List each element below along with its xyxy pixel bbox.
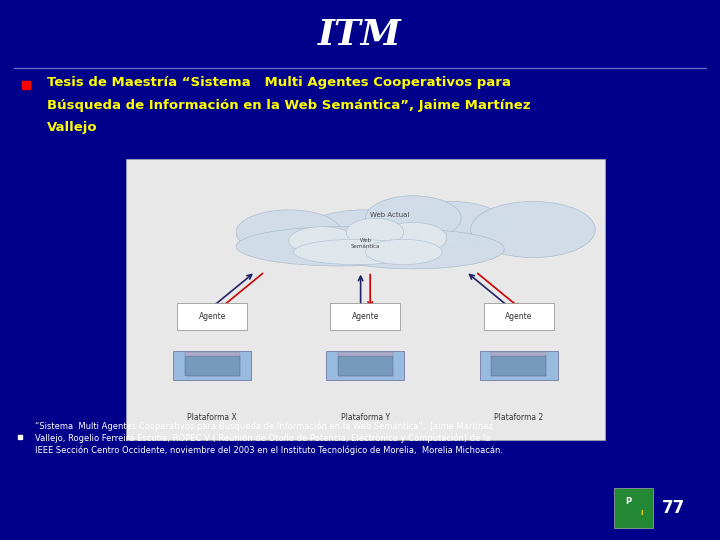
- Ellipse shape: [346, 218, 404, 246]
- Text: Vallejo: Vallejo: [47, 122, 97, 134]
- Text: Búsqueda de Información en la Web Semántica”, Jaime Martínez: Búsqueda de Información en la Web Semánt…: [47, 99, 531, 112]
- Text: Plataforma Y: Plataforma Y: [341, 413, 390, 422]
- FancyBboxPatch shape: [330, 303, 400, 330]
- Text: Web Actual: Web Actual: [369, 212, 409, 219]
- FancyBboxPatch shape: [326, 351, 405, 380]
- Text: Agente: Agente: [351, 312, 379, 321]
- Bar: [126, 159, 605, 440]
- FancyBboxPatch shape: [338, 352, 393, 356]
- FancyBboxPatch shape: [177, 303, 247, 330]
- FancyBboxPatch shape: [480, 351, 557, 380]
- Text: Web
Semántica: Web Semántica: [351, 238, 380, 249]
- Ellipse shape: [379, 222, 447, 253]
- FancyBboxPatch shape: [484, 303, 554, 330]
- FancyBboxPatch shape: [173, 351, 251, 380]
- Text: Tesis de Maestría “Sistema   Multi Agentes Cooperativos para: Tesis de Maestría “Sistema Multi Agentes…: [47, 76, 510, 89]
- Ellipse shape: [294, 239, 418, 265]
- Text: Plataforma 2: Plataforma 2: [494, 413, 544, 422]
- Text: ITM: ITM: [318, 18, 402, 52]
- Text: Agente: Agente: [199, 312, 226, 321]
- Ellipse shape: [236, 227, 447, 266]
- Bar: [18, 435, 22, 439]
- Ellipse shape: [399, 201, 504, 246]
- Ellipse shape: [289, 227, 356, 255]
- FancyBboxPatch shape: [338, 356, 393, 376]
- FancyBboxPatch shape: [184, 352, 240, 356]
- Text: Plataforma X: Plataforma X: [187, 413, 237, 422]
- FancyBboxPatch shape: [491, 356, 546, 376]
- Text: 77: 77: [662, 498, 685, 517]
- Bar: [22, 81, 30, 89]
- Ellipse shape: [327, 227, 404, 260]
- Text: “Sistema  Multi Agentes Cooperativos para Búsqueda de Información en la Web Semá: “Sistema Multi Agentes Cooperativos para…: [35, 421, 503, 455]
- FancyBboxPatch shape: [184, 356, 240, 376]
- FancyBboxPatch shape: [614, 488, 653, 528]
- Ellipse shape: [366, 196, 462, 241]
- Ellipse shape: [298, 210, 433, 260]
- Text: Agente: Agente: [505, 312, 532, 321]
- Ellipse shape: [366, 239, 442, 265]
- Text: I: I: [640, 510, 643, 516]
- FancyBboxPatch shape: [491, 352, 546, 356]
- Ellipse shape: [323, 230, 504, 269]
- Text: P: P: [625, 497, 631, 507]
- Ellipse shape: [471, 201, 595, 258]
- Ellipse shape: [236, 210, 341, 255]
